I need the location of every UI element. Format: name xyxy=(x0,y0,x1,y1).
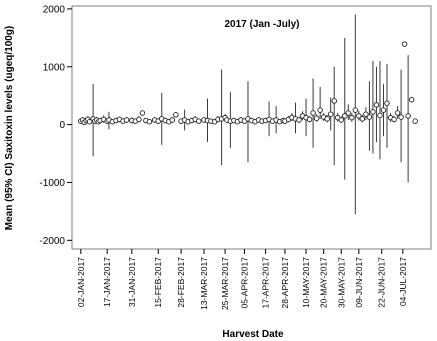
x-tick-label: 28-FEB-2017 xyxy=(176,257,186,308)
x-axis: 02-JAN-2017 17-JAN-2017 31-JAN-2017 15-FEB-… xyxy=(76,249,408,310)
data-point xyxy=(338,117,345,123)
data-point xyxy=(331,98,337,104)
x-tick-label: 20-MAY-2017 xyxy=(319,257,329,308)
data-point xyxy=(313,115,320,121)
data-point xyxy=(366,114,373,120)
data-point xyxy=(359,116,366,122)
data-points xyxy=(78,41,418,126)
x-tick-label: 17-JAN-2017 xyxy=(102,257,112,307)
data-point xyxy=(195,118,202,124)
data-point xyxy=(349,114,355,121)
data-point xyxy=(136,116,142,123)
x-tick-label: 05-APR-2017 xyxy=(239,257,249,309)
plot-frame xyxy=(71,5,432,250)
data-point xyxy=(352,107,359,113)
data-point xyxy=(169,117,176,123)
data-point xyxy=(342,113,348,119)
data-point xyxy=(380,107,387,113)
data-point xyxy=(306,116,313,123)
x-tick-label: 28-APR-2017 xyxy=(280,257,290,309)
data-point xyxy=(139,110,146,116)
data-point xyxy=(146,118,153,125)
data-point xyxy=(412,118,418,124)
data-point xyxy=(370,109,376,115)
x-tick-label: 10-MAY-2017 xyxy=(301,257,311,308)
x-tick-label: 13-MAR-2017 xyxy=(199,257,209,310)
data-point xyxy=(401,41,408,47)
data-point xyxy=(173,112,179,118)
x-tick-label: 30-MAY-2017 xyxy=(336,257,346,308)
data-point xyxy=(345,110,352,116)
data-point xyxy=(391,116,397,123)
data-point xyxy=(377,112,383,119)
data-point xyxy=(394,110,401,116)
data-point xyxy=(408,96,415,103)
data-point xyxy=(398,114,404,120)
data-point xyxy=(327,111,334,117)
data-point xyxy=(363,111,369,117)
x-tick-label: 04-JUL-2017 xyxy=(398,257,408,306)
y-tick-label: -1000 xyxy=(39,178,65,189)
data-point xyxy=(123,117,130,123)
y-tick-label: -2000 xyxy=(39,236,65,247)
x-tick-label: 15-FEB-2017 xyxy=(153,257,163,308)
y-tick-label: 1000 xyxy=(43,62,66,73)
x-tick-label: 02-JAN-2017 xyxy=(76,257,86,307)
x-tick-label: 17-APR-2017 xyxy=(261,257,271,309)
data-point xyxy=(86,118,93,125)
data-point xyxy=(317,107,323,113)
y-tick-label: 0 xyxy=(59,120,65,131)
data-point xyxy=(324,116,330,122)
x-tick-label: 09-JUN-2017 xyxy=(354,257,364,308)
y-axis-title: Mean (95% CI) Saxitoxin levels (ugeq/100… xyxy=(4,26,15,231)
data-point xyxy=(310,110,316,116)
y-tick-label: 2000 xyxy=(43,4,66,15)
data-point xyxy=(405,113,411,119)
chart-title: 2017 (Jan -July) xyxy=(224,19,299,30)
x-tick-label: 31-JAN-2017 xyxy=(127,257,137,307)
data-point xyxy=(373,102,380,108)
data-point xyxy=(296,117,302,123)
x-tick-label: 22-JUN-2017 xyxy=(377,257,387,308)
data-point xyxy=(384,100,390,106)
x-axis-title: Harvest Date xyxy=(222,329,284,340)
y-axis: -2000 -1000 0 1000 2000 xyxy=(39,4,72,247)
x-tick-label: 25-MAR-2017 xyxy=(220,257,230,310)
data-point xyxy=(356,113,362,119)
